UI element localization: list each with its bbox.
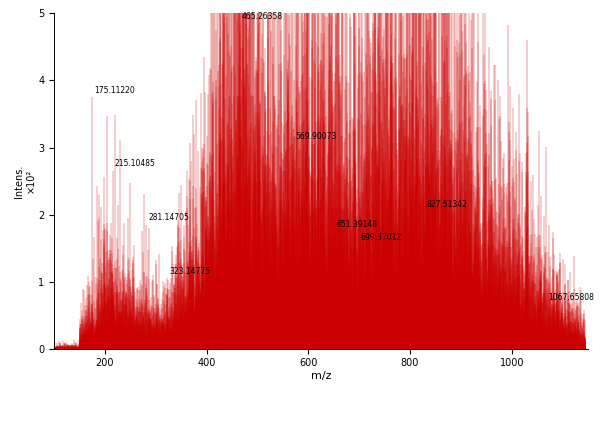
Text: フーリエ変換イオンサイクロトロン質量分析計（FT-ICR-MS）、ESIイオン化法による、褐色着
色灯油分析結果: フーリエ変換イオンサイクロトロン質量分析計（FT-ICR-MS）、ESIイオン化…	[18, 388, 329, 409]
Text: 699.37012: 699.37012	[361, 233, 402, 242]
Text: 569.90073: 569.90073	[295, 132, 337, 141]
Y-axis label: Intens.
×10²: Intens. ×10²	[14, 164, 35, 198]
Text: 323.14775: 323.14775	[170, 266, 211, 275]
Text: 651.39148: 651.39148	[337, 219, 377, 229]
Text: 465.26358: 465.26358	[242, 12, 283, 21]
X-axis label: m/z: m/z	[311, 371, 331, 381]
Text: 281.14705: 281.14705	[148, 213, 189, 222]
Text: 215.10485: 215.10485	[115, 159, 155, 169]
Text: 827.51342: 827.51342	[426, 199, 467, 208]
Text: 1067.65808: 1067.65808	[548, 293, 594, 302]
Text: 175.11220: 175.11220	[94, 85, 135, 95]
